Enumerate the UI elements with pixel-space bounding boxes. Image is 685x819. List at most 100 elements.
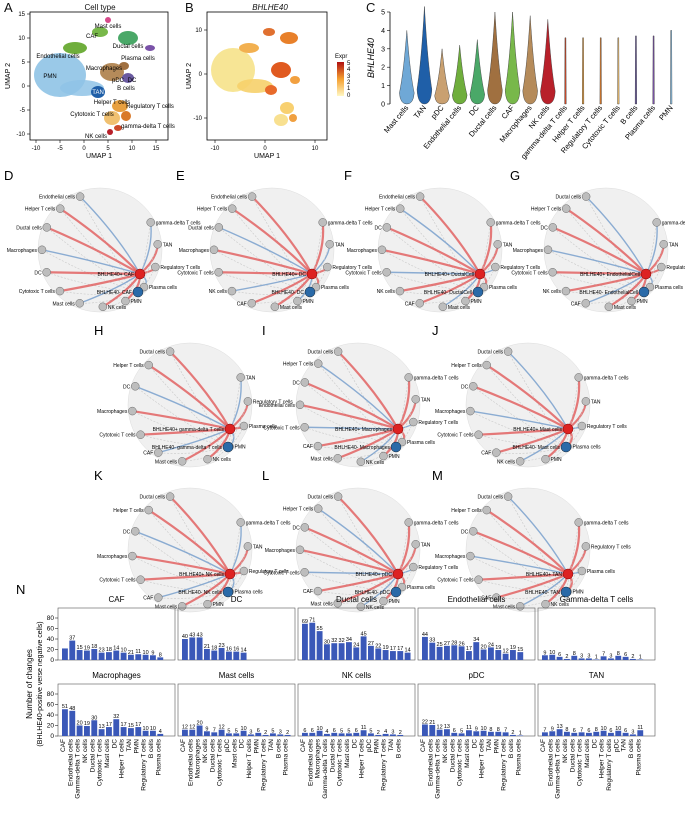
network-node — [627, 296, 636, 306]
panel-b-legend-tick-1: 1 — [347, 86, 351, 92]
violin-ytick: 4 — [381, 28, 385, 35]
network-hub-negative-label: BHLHE40- Mast cells — [512, 445, 560, 451]
network-node — [411, 395, 420, 404]
bar — [466, 651, 472, 660]
bar — [204, 648, 210, 660]
network-node — [492, 448, 501, 457]
cluster-label-nk-cells: NK cells — [85, 134, 107, 140]
network-edge — [299, 548, 399, 576]
bar-value-label: 16 — [233, 647, 239, 653]
network-node — [203, 454, 212, 464]
violin-category-label: Mast cells — [382, 103, 410, 135]
bar-category-label: Mast cells — [231, 738, 238, 768]
network-node-label: Mast cells — [311, 601, 334, 607]
network-node — [165, 492, 175, 501]
bar — [316, 730, 323, 736]
network-edge — [140, 427, 231, 436]
bar-value-label: 17 — [466, 646, 472, 652]
bar-ytick: 40 — [47, 636, 55, 643]
bar — [502, 653, 509, 660]
bar-category-label: Endothelial cells — [307, 738, 314, 786]
panel-letter-k: K — [94, 468, 103, 483]
network-node — [474, 575, 483, 584]
network-node-label: Ductal cells — [478, 495, 504, 501]
network-node-label: TAN — [253, 544, 263, 550]
panel-a-ylabel: UMAP 2 — [5, 63, 12, 89]
bar-value-label: 10 — [481, 726, 487, 732]
network-node-label: gamma-delta T cells — [246, 520, 291, 526]
network-node — [652, 218, 661, 227]
bar-value-label: 10 — [143, 726, 149, 732]
network-node — [75, 192, 85, 201]
network-node-label: Ductal cells — [308, 495, 334, 501]
bar-value-label: 5 — [369, 728, 372, 734]
subplot-title: Ductal cells — [336, 595, 377, 604]
bar-value-label: 6 — [303, 728, 306, 734]
bar-value-label: 34 — [473, 637, 479, 643]
bar-category-label: NK cells — [82, 738, 89, 763]
bar — [113, 650, 120, 660]
network-node-label: Mast cells — [155, 459, 178, 465]
network-edge — [419, 195, 481, 275]
network-edge-dashed — [227, 522, 241, 593]
network-node — [574, 373, 583, 382]
panel-b-xtick: -10 — [211, 146, 220, 152]
panel-a-xtick: 15 — [153, 146, 160, 152]
panel-b-legend-tick-2: 2 — [347, 80, 351, 86]
network-node-label: Cytotoxic T cells — [177, 270, 214, 276]
bar-category-label: B cells — [275, 738, 282, 758]
bar — [309, 732, 316, 736]
network-node-label: Macrophages — [435, 554, 466, 560]
network-node — [604, 302, 614, 312]
violin-7 — [522, 15, 538, 105]
network-node-label: Cytotoxic T cells — [345, 270, 382, 276]
bar-value-label: 21 — [204, 644, 210, 650]
bar-value-label: 5 — [340, 728, 343, 734]
panel-a-xlabel: UMAP 1 — [86, 153, 112, 160]
bar-value-label: 6 — [453, 728, 456, 734]
bar — [549, 731, 556, 736]
violin-3 — [452, 45, 468, 105]
bar-value-label: 24 — [353, 642, 359, 648]
bar — [346, 733, 352, 736]
bar-value-label: 15 — [517, 647, 523, 653]
bar-value-label: 8 — [617, 651, 620, 657]
bar-value-label: 2 — [264, 730, 267, 736]
network-edge — [472, 385, 569, 430]
network-edge — [218, 226, 313, 275]
network-node — [577, 421, 587, 431]
network-node — [515, 457, 525, 466]
network-node — [144, 360, 153, 370]
network-node-label: Ductal cells — [478, 350, 504, 356]
bar-category-label: Plasma cells — [515, 738, 522, 775]
bar-category-label: CAF — [420, 739, 427, 752]
network-node — [239, 421, 249, 431]
bar — [368, 733, 374, 736]
bar-value-label: 6 — [311, 728, 314, 734]
network-node-label: Mast cells — [280, 305, 303, 311]
bar-value-label: 16 — [226, 647, 232, 653]
violin-ytick: 3 — [381, 46, 385, 53]
network-edge — [317, 572, 399, 593]
panel-b-ylabel: UMAP 2 — [186, 63, 193, 89]
network-node — [247, 299, 256, 308]
network-node-label: TAN — [591, 399, 601, 405]
network-node — [409, 562, 418, 572]
network-edge-dashed — [496, 591, 567, 599]
bar-category-label: Endothelial cells — [67, 738, 74, 786]
network-panels: D Endothelial cells Helper T cells Ductal c… — [4, 168, 685, 613]
bar — [422, 724, 428, 736]
bar-value-label: 17 — [135, 722, 141, 728]
bar-value-label: 27 — [444, 641, 450, 647]
network-node — [561, 204, 571, 213]
bar-value-label: 6 — [257, 728, 260, 734]
bar-value-label: 26 — [459, 641, 465, 647]
bar-category-label: Helper T cells — [599, 738, 606, 778]
network-edge — [507, 496, 569, 575]
network-node-label: Endothelial cells — [379, 195, 416, 201]
network-panel-d: D Endothelial cells Helper T cells Ductal c… — [4, 168, 201, 313]
bar-value-label: 12 — [182, 725, 188, 731]
bar-value-label: 12 — [219, 725, 225, 731]
network-node-label: TAN — [669, 242, 679, 248]
